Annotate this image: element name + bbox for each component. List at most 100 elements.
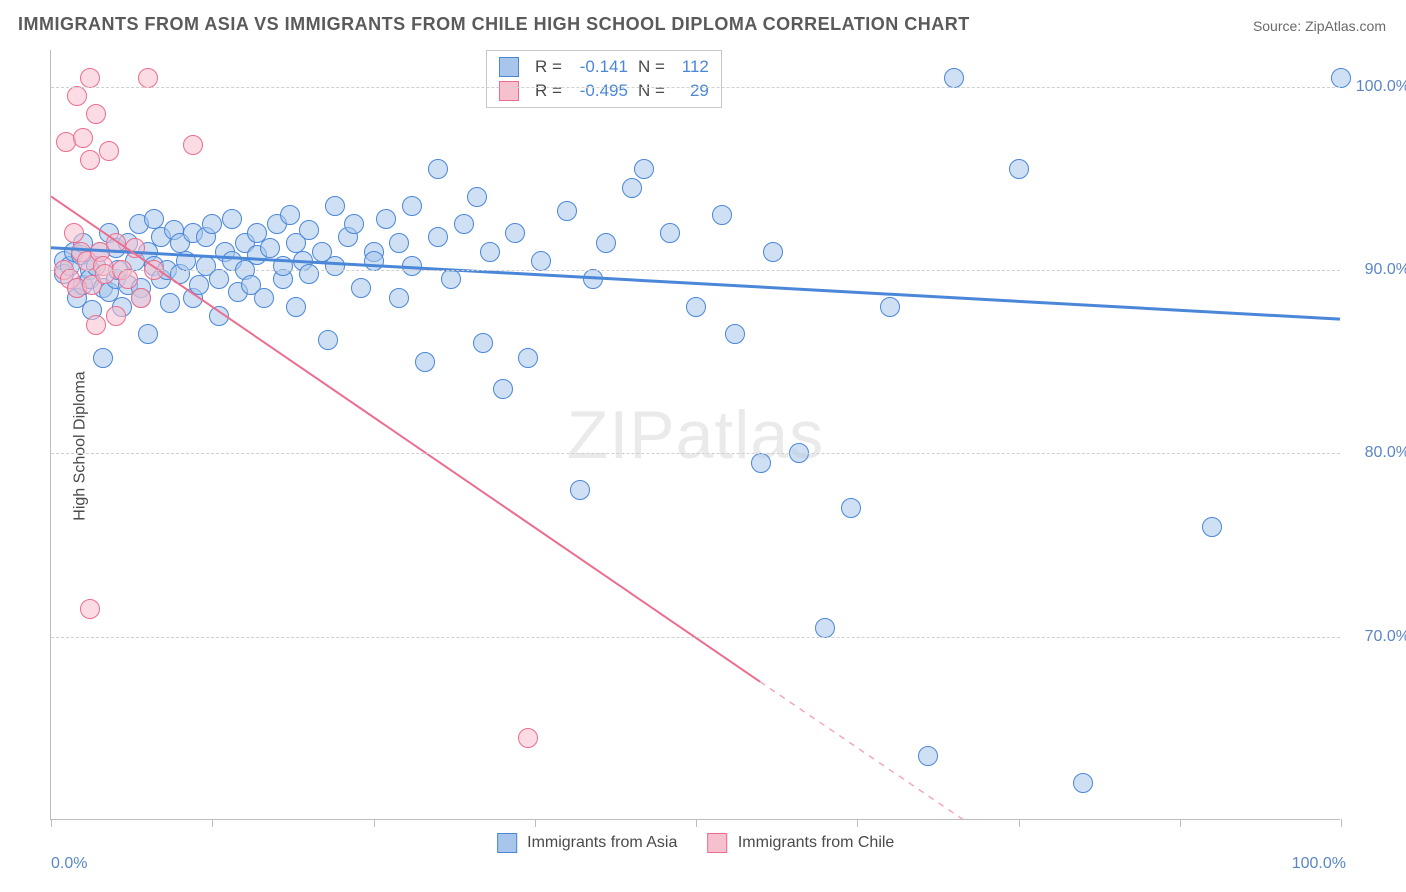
data-point: [254, 288, 274, 308]
source-attribution: Source: ZipAtlas.com: [1253, 18, 1386, 34]
data-point: [67, 86, 87, 106]
legend-label-asia: Immigrants from Asia: [527, 834, 677, 851]
data-point: [222, 209, 242, 229]
data-point: [389, 288, 409, 308]
x-min-label: 0.0%: [51, 855, 87, 873]
gridline: [51, 637, 1340, 638]
data-point: [299, 264, 319, 284]
data-point: [389, 233, 409, 253]
data-point: [160, 293, 180, 313]
data-point: [880, 297, 900, 317]
data-point: [209, 269, 229, 289]
legend-swatch-asia: [499, 57, 519, 77]
data-point: [815, 618, 835, 638]
legend-label-chile: Immigrants from Chile: [738, 834, 894, 851]
data-point: [364, 251, 384, 271]
data-point: [467, 187, 487, 207]
data-point: [318, 330, 338, 350]
legend-n-label: N =: [638, 57, 665, 77]
watermark: ZIPatlas: [567, 396, 824, 474]
data-point: [376, 209, 396, 229]
data-point: [1331, 68, 1351, 88]
y-tick-label: 90.0%: [1350, 261, 1406, 279]
x-tick: [1341, 819, 1342, 827]
data-point: [493, 379, 513, 399]
legend-row-chile: R = -0.495 N = 29: [499, 79, 709, 103]
data-point: [557, 201, 577, 221]
data-point: [138, 68, 158, 88]
data-point: [280, 205, 300, 225]
data-point: [351, 278, 371, 298]
data-point: [944, 68, 964, 88]
legend-r-value-chile: -0.495: [572, 81, 628, 101]
data-point: [125, 238, 145, 258]
correlation-legend: R = -0.141 N = 112 R = -0.495 N = 29: [486, 50, 722, 108]
data-point: [428, 227, 448, 247]
data-point: [93, 348, 113, 368]
legend-item-asia: Immigrants from Asia: [497, 833, 678, 853]
data-point: [1009, 159, 1029, 179]
data-point: [583, 269, 603, 289]
data-point: [325, 196, 345, 216]
data-point: [660, 223, 680, 243]
x-tick: [51, 819, 52, 827]
gridline: [51, 453, 1340, 454]
legend-n-label: N =: [638, 81, 665, 101]
legend-swatch-chile-bottom: [707, 833, 727, 853]
data-point: [480, 242, 500, 262]
data-point: [454, 214, 474, 234]
data-point: [99, 141, 119, 161]
y-tick-label: 100.0%: [1350, 78, 1406, 96]
chart-svg: [51, 50, 1340, 819]
data-point: [286, 297, 306, 317]
data-point: [402, 256, 422, 276]
data-point: [518, 728, 538, 748]
data-point: [570, 480, 590, 500]
data-point: [86, 104, 106, 124]
series-legend: Immigrants from Asia Immigrants from Chi…: [497, 833, 895, 853]
data-point: [686, 297, 706, 317]
data-point: [86, 315, 106, 335]
data-point: [441, 269, 461, 289]
data-point: [325, 256, 345, 276]
data-point: [634, 159, 654, 179]
data-point: [473, 333, 493, 353]
data-point: [596, 233, 616, 253]
x-tick: [857, 819, 858, 827]
x-tick: [696, 819, 697, 827]
data-point: [80, 150, 100, 170]
data-point: [118, 269, 138, 289]
chart-title: IMMIGRANTS FROM ASIA VS IMMIGRANTS FROM …: [18, 14, 970, 35]
data-point: [1202, 517, 1222, 537]
data-point: [183, 135, 203, 155]
data-point: [209, 306, 229, 326]
legend-swatch-chile: [499, 81, 519, 101]
legend-n-value-chile: 29: [675, 81, 709, 101]
x-tick: [374, 819, 375, 827]
data-point: [73, 128, 93, 148]
legend-item-chile: Immigrants from Chile: [707, 833, 894, 853]
data-point: [505, 223, 525, 243]
data-point: [138, 324, 158, 344]
data-point: [106, 233, 126, 253]
data-point: [712, 205, 732, 225]
data-point: [725, 324, 745, 344]
x-tick: [212, 819, 213, 827]
data-point: [518, 348, 538, 368]
plot-area: ZIPatlas R = -0.141 N = 112 R = -0.495 N…: [50, 50, 1340, 820]
legend-r-label: R =: [535, 81, 562, 101]
data-point: [189, 275, 209, 295]
gridline: [51, 87, 1340, 88]
y-tick-label: 70.0%: [1350, 628, 1406, 646]
data-point: [64, 223, 84, 243]
legend-r-label: R =: [535, 57, 562, 77]
x-tick: [1019, 819, 1020, 827]
data-point: [344, 214, 364, 234]
data-point: [202, 214, 222, 234]
data-point: [415, 352, 435, 372]
data-point: [428, 159, 448, 179]
x-tick: [1180, 819, 1181, 827]
legend-n-value-asia: 112: [675, 57, 709, 77]
data-point: [273, 256, 293, 276]
data-point: [1073, 773, 1093, 793]
